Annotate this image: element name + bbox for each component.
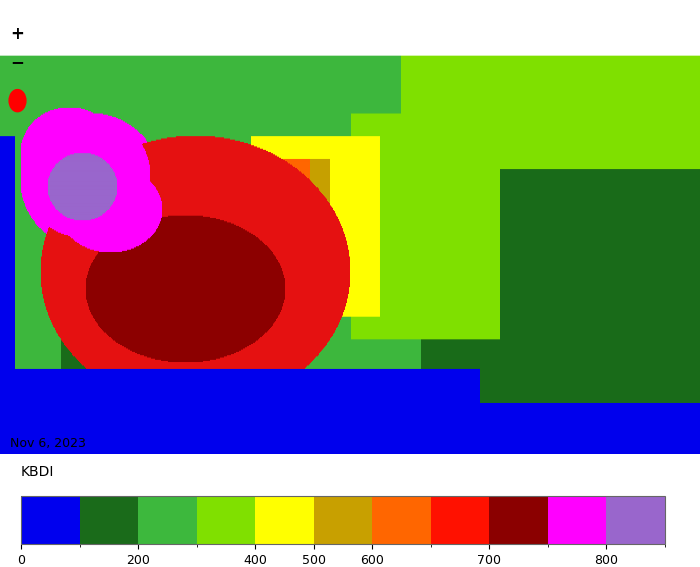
Text: −: − bbox=[10, 53, 25, 71]
Circle shape bbox=[9, 90, 26, 112]
Text: +: + bbox=[10, 25, 25, 43]
Text: KBDI: KBDI bbox=[21, 465, 55, 479]
Text: Nov 6, 2023: Nov 6, 2023 bbox=[10, 437, 86, 450]
